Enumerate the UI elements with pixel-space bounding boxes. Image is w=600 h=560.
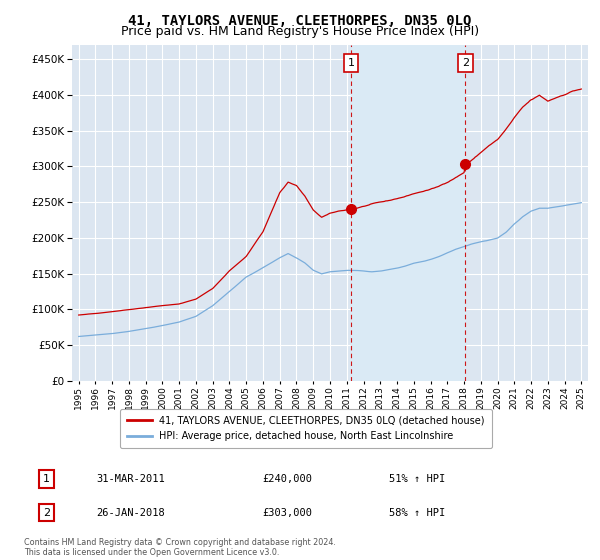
Text: £303,000: £303,000 xyxy=(262,507,312,517)
Text: 26-JAN-2018: 26-JAN-2018 xyxy=(96,507,165,517)
Legend: 41, TAYLORS AVENUE, CLEETHORPES, DN35 0LQ (detached house), HPI: Average price, : 41, TAYLORS AVENUE, CLEETHORPES, DN35 0L… xyxy=(121,409,491,448)
Text: 1: 1 xyxy=(43,474,50,484)
Text: 2: 2 xyxy=(43,507,50,517)
Text: 1: 1 xyxy=(347,58,355,68)
Text: 2: 2 xyxy=(461,58,469,68)
Text: 51% ↑ HPI: 51% ↑ HPI xyxy=(389,474,445,484)
Text: Price paid vs. HM Land Registry's House Price Index (HPI): Price paid vs. HM Land Registry's House … xyxy=(121,25,479,38)
Bar xyxy=(351,45,465,381)
Text: 41, TAYLORS AVENUE, CLEETHORPES, DN35 0LQ: 41, TAYLORS AVENUE, CLEETHORPES, DN35 0L… xyxy=(128,14,472,28)
Text: 58% ↑ HPI: 58% ↑ HPI xyxy=(389,507,445,517)
Text: Contains HM Land Registry data © Crown copyright and database right 2024.
This d: Contains HM Land Registry data © Crown c… xyxy=(24,538,336,557)
Text: £240,000: £240,000 xyxy=(262,474,312,484)
Text: 31-MAR-2011: 31-MAR-2011 xyxy=(96,474,165,484)
